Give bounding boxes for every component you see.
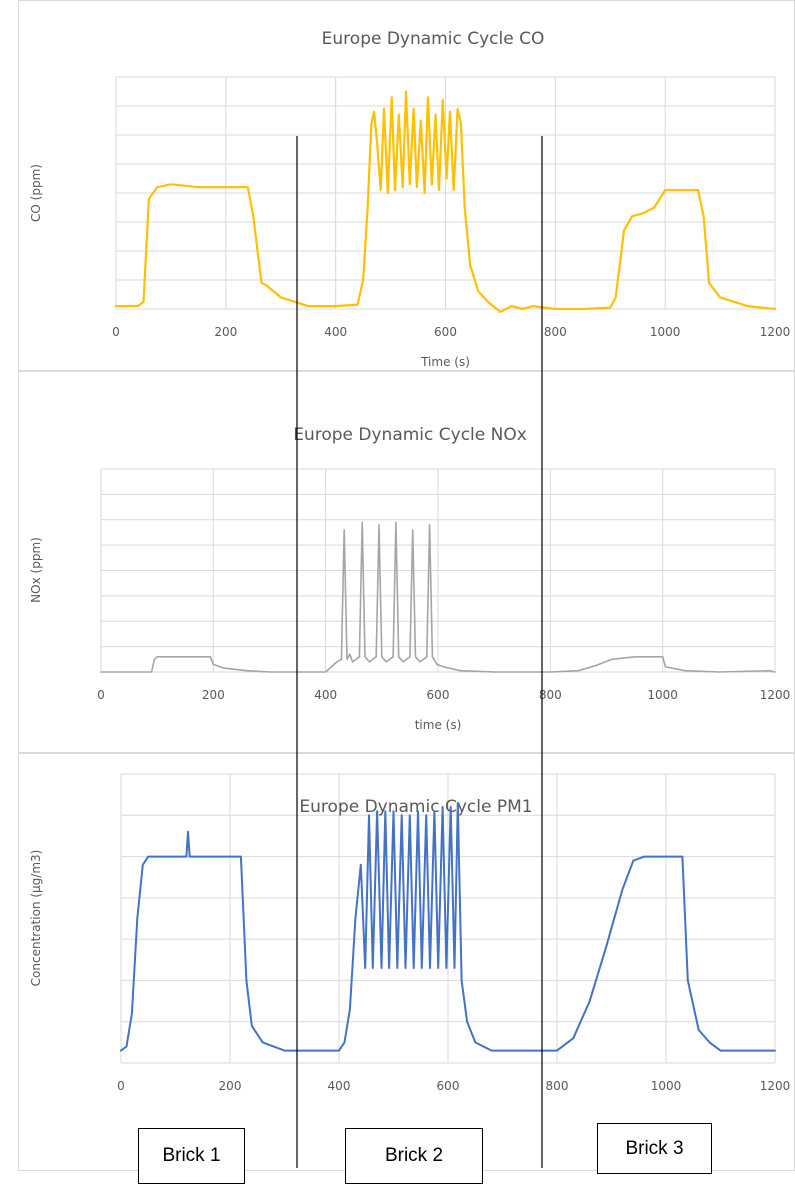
chart-co-ylabel: CO (ppm) — [29, 164, 43, 222]
brick-1-label: Brick 1 — [162, 1145, 221, 1166]
brick-2-label: Brick 2 — [384, 1145, 444, 1166]
brick-1-box: Brick 1 — [138, 1128, 245, 1184]
chart-co-series-line-0 — [114, 90, 777, 313]
chart-co-xtick-2: 400 — [324, 325, 347, 339]
chart-pm1-ylabel: Concentration (µg/m3) — [29, 850, 43, 987]
chart-nox-xtick-1: 200 — [202, 688, 225, 702]
chart-nox-title: Europe Dynamic Cycle NOx — [293, 425, 527, 445]
chart-nox: Europe Dynamic Cycle NOx 0 200 400 600 800 100… — [29, 425, 790, 732]
chart-nox-xlabel: time (s) — [415, 718, 462, 732]
chart-pm1-xtick-6: 1200 — [760, 1079, 791, 1093]
chart-nox-xtick-6: 1200 — [760, 688, 791, 702]
chart-nox-xtick-3: 600 — [427, 688, 450, 702]
chart-co-xtick-6: 1200 — [760, 325, 791, 339]
chart-pm1-xtick-1: 200 — [219, 1079, 242, 1093]
chart-co: Europe Dynamic Cycle CO 0 200 400 600 800 1000… — [29, 29, 790, 369]
chart-pm1-xtick-4: 800 — [546, 1079, 569, 1093]
chart-co-xtick-3: 600 — [434, 325, 457, 339]
chart-nox-xtick-0: 0 — [97, 688, 105, 702]
brick-3-label: Brick 3 — [625, 1137, 684, 1159]
chart-nox-series-line-0 — [100, 521, 776, 673]
chart-co-title: Europe Dynamic Cycle CO — [322, 29, 545, 49]
brick-3-box: Brick 3 — [597, 1123, 712, 1174]
chart-co-xtick-4: 800 — [544, 325, 567, 339]
chart-pm1-xtick-2: 400 — [328, 1079, 351, 1093]
chart-nox-xtick-5: 1000 — [647, 688, 678, 702]
chart-pm1-title: Europe Dynamic Cycle PM1 — [299, 797, 532, 817]
chart-nox-xtick-2: 400 — [314, 688, 337, 702]
chart-co-xlabel: Time (s) — [420, 355, 470, 369]
chart-co-xtick-5: 1000 — [650, 325, 681, 339]
brick-2-box: Brick 2 — [345, 1128, 483, 1184]
chart-co-xtick-0: 0 — [112, 325, 120, 339]
chart-nox-xtick-4: 800 — [539, 688, 562, 702]
chart-pm1-xtick-5: 1000 — [651, 1079, 682, 1093]
chart-co-xtick-1: 200 — [214, 325, 237, 339]
chart-pm1: Europe Dynamic Cycle PM1 0 200 400 600 800 100… — [29, 773, 791, 1093]
chart-panel-nox — [18, 371, 795, 753]
chart-pm1-xtick-3: 600 — [437, 1079, 460, 1093]
chart-pm1-series-line-0 — [120, 801, 776, 1052]
chart-nox-ylabel: NOx (ppm) — [29, 537, 43, 603]
chart-pm1-xtick-0: 0 — [117, 1079, 125, 1093]
